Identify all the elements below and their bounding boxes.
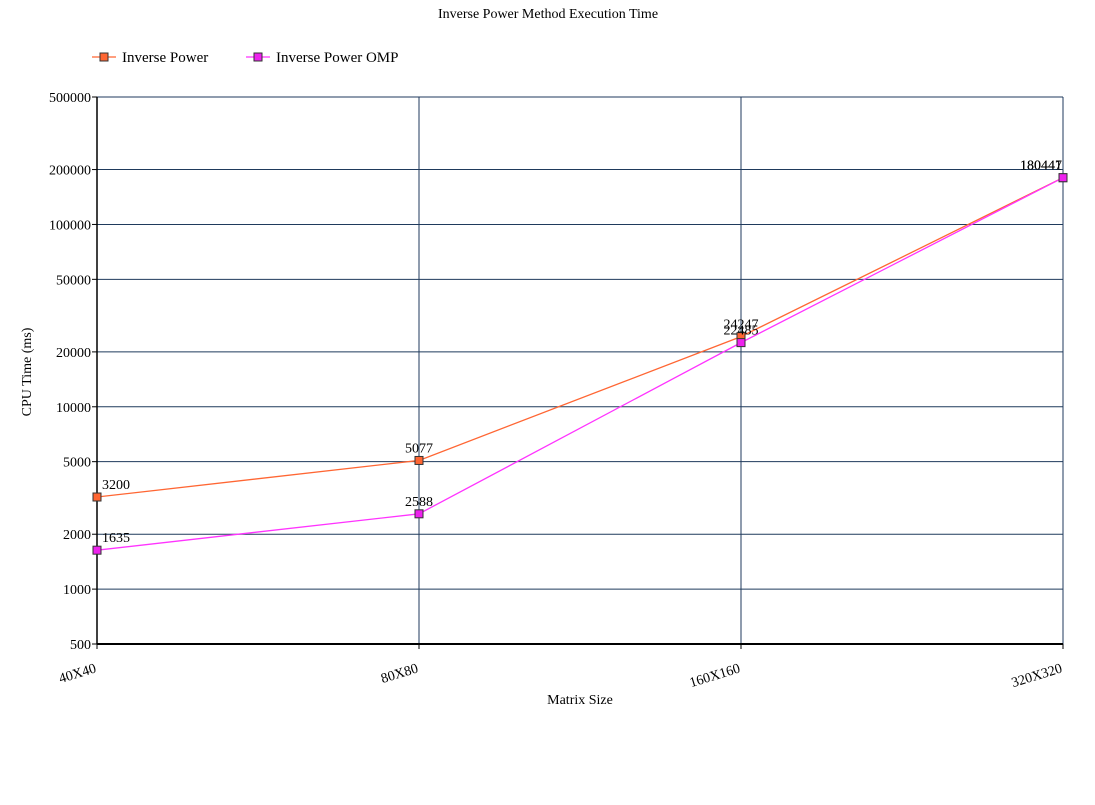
legend: Inverse Power Inverse Power OMP [92,50,398,66]
plot-area: 500 1000 2000 5000 10000 20000 50000 100000 2000… [49,91,1068,691]
data-label: 180447 [1020,159,1062,174]
data-point [414,455,424,465]
legend-marker [253,52,263,62]
data-point [92,492,102,502]
legend-label: Inverse Power [122,50,208,66]
y-tick-label: 50000 [56,273,91,288]
data-label: 2588 [405,495,433,510]
data-label: 22485 [724,324,759,339]
x-tick-label: 320X320 [1010,661,1064,691]
legend-marker [99,52,109,62]
x-tick-label: 40X40 [57,661,98,686]
data-label: 24247 [724,318,759,333]
y-tick-label: 2000 [63,528,91,543]
y-tick-label: 20000 [56,346,91,361]
data-point [1058,173,1068,183]
y-tick-label: 5000 [63,456,91,471]
data-label: 1635 [102,531,130,546]
y-tick-label: 500000 [49,91,91,106]
chart-title: Inverse Power Method Execution Time [438,7,658,22]
y-axis-label: CPU Time (ms) [20,327,35,416]
x-tick-label: 80X80 [379,661,420,686]
y-tick-label: 200000 [49,164,91,179]
data-point [414,509,424,519]
data-label: 180441 [1020,159,1062,174]
data-label: 5077 [405,441,433,456]
series-line [96,177,1064,498]
y-tick-label: 100000 [49,218,91,233]
data-label: 3200 [102,478,130,493]
y-tick-label: 500 [70,638,91,653]
series-line [96,177,1064,551]
y-tick-label: 10000 [56,401,91,416]
y-tick-label: 1000 [63,583,91,598]
legend-label: Inverse Power OMP [276,50,398,66]
x-axis-label: Matrix Size [547,693,613,708]
data-point [92,545,102,555]
x-tick-label: 160X160 [688,661,742,691]
data-point [736,338,746,348]
